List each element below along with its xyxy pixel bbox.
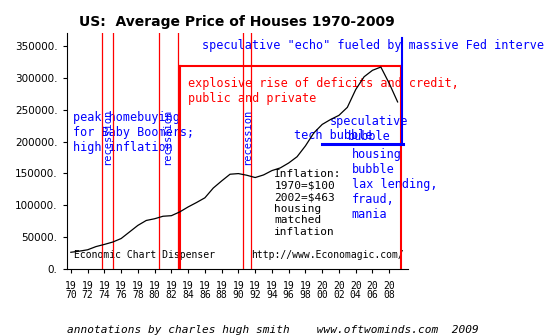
Text: 94: 94 [266, 290, 278, 300]
Text: speculative
bubble: speculative bubble [330, 115, 408, 143]
Text: explosive rise of deficits and credit,
public and private: explosive rise of deficits and credit, p… [188, 77, 459, 105]
Text: 72: 72 [82, 290, 94, 300]
Text: 92: 92 [249, 290, 261, 300]
Text: 20: 20 [383, 281, 395, 291]
Text: tech bubble: tech bubble [294, 129, 372, 142]
Text: recession: recession [102, 109, 112, 165]
Text: annotations by charles hugh smith    www.oftwominds.com  2009: annotations by charles hugh smith www.of… [66, 325, 479, 335]
Text: recession: recession [162, 109, 173, 165]
Text: 19: 19 [115, 281, 127, 291]
Text: 19: 19 [82, 281, 94, 291]
Text: 20: 20 [367, 281, 378, 291]
Title: US:  Average Price of Houses 1970-2009: US: Average Price of Houses 1970-2009 [79, 15, 395, 29]
Text: 84: 84 [182, 290, 194, 300]
Text: 19: 19 [249, 281, 261, 291]
Text: 19: 19 [149, 281, 161, 291]
Text: 19: 19 [132, 281, 144, 291]
Text: 04: 04 [350, 290, 361, 300]
Text: 19: 19 [216, 281, 227, 291]
Text: recession: recession [242, 109, 252, 165]
Text: 82: 82 [166, 290, 177, 300]
Text: 19: 19 [99, 281, 110, 291]
Text: 80: 80 [149, 290, 161, 300]
Text: 19: 19 [300, 281, 311, 291]
Text: housing
bubble
lax lending,
fraud,
mania: housing bubble lax lending, fraud, mania [352, 148, 437, 221]
Text: 98: 98 [300, 290, 311, 300]
Text: 19: 19 [65, 281, 77, 291]
Text: 88: 88 [216, 290, 227, 300]
Text: 76: 76 [115, 290, 127, 300]
Text: 96: 96 [283, 290, 294, 300]
Text: 19: 19 [266, 281, 278, 291]
Text: 02: 02 [333, 290, 345, 300]
Text: 19: 19 [233, 281, 244, 291]
Text: 70: 70 [65, 290, 77, 300]
Text: 74: 74 [99, 290, 110, 300]
Text: 19: 19 [182, 281, 194, 291]
Text: 06: 06 [367, 290, 378, 300]
Text: 20: 20 [316, 281, 328, 291]
Text: 20: 20 [350, 281, 361, 291]
Text: 00: 00 [316, 290, 328, 300]
Text: 78: 78 [132, 290, 144, 300]
Text: 19: 19 [166, 281, 177, 291]
Text: 08: 08 [383, 290, 395, 300]
Text: 19: 19 [283, 281, 294, 291]
Text: 86: 86 [199, 290, 211, 300]
Text: Inflation:
1970=$100
2002=$463
housing
matched
inflation: Inflation: 1970=$100 2002=$463 housing m… [275, 169, 342, 237]
Text: 90: 90 [233, 290, 244, 300]
Text: Economic Chart Dispenser: Economic Chart Dispenser [74, 250, 215, 260]
Text: http://www.Economagic.com/: http://www.Economagic.com/ [252, 250, 404, 260]
Text: 20: 20 [333, 281, 345, 291]
Text: peak homebuying
for Baby Boomers;
high inflation: peak homebuying for Baby Boomers; high i… [74, 111, 195, 154]
Text: speculative "echo" fueled by massive Fed intervention: speculative "echo" fueled by massive Fed… [202, 39, 545, 52]
Text: 19: 19 [199, 281, 211, 291]
